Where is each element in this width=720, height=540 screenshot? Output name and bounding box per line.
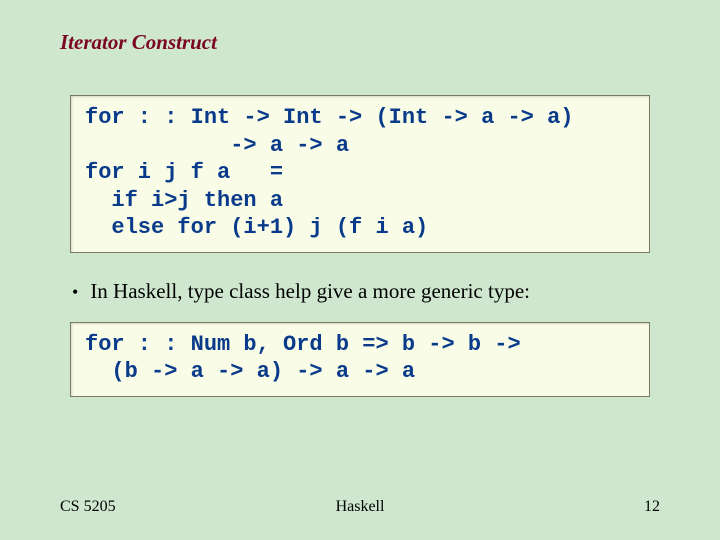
- code-line: for : : Int -> Int -> (Int -> a -> a): [85, 105, 573, 130]
- bullet-marker-icon: •: [72, 283, 78, 301]
- footer-center: Haskell: [336, 498, 385, 516]
- bullet-text: In Haskell, type class help give a more …: [90, 279, 530, 304]
- footer: CS 5205 Haskell 12: [0, 498, 720, 516]
- footer-right: 12: [644, 498, 660, 516]
- code-box-1: for : : Int -> Int -> (Int -> a -> a) ->…: [70, 95, 650, 253]
- footer-left: CS 5205: [60, 498, 116, 516]
- slide-title: Iterator Construct: [60, 30, 660, 55]
- code-content-1: for : : Int -> Int -> (Int -> a -> a) ->…: [85, 104, 635, 242]
- code-line: -> a -> a: [85, 133, 349, 158]
- code-line: for i j f a =: [85, 160, 283, 185]
- code-line: (b -> a -> a) -> a -> a: [85, 359, 415, 384]
- code-line: if i>j then a: [85, 188, 283, 213]
- slide: Iterator Construct for : : Int -> Int ->…: [0, 0, 720, 540]
- bullet-item: • In Haskell, type class help give a mor…: [72, 279, 648, 304]
- code-line: for : : Num b, Ord b => b -> b ->: [85, 332, 521, 357]
- code-box-2: for : : Num b, Ord b => b -> b -> (b -> …: [70, 322, 650, 397]
- code-line: else for (i+1) j (f i a): [85, 215, 428, 240]
- code-content-2: for : : Num b, Ord b => b -> b -> (b -> …: [85, 331, 635, 386]
